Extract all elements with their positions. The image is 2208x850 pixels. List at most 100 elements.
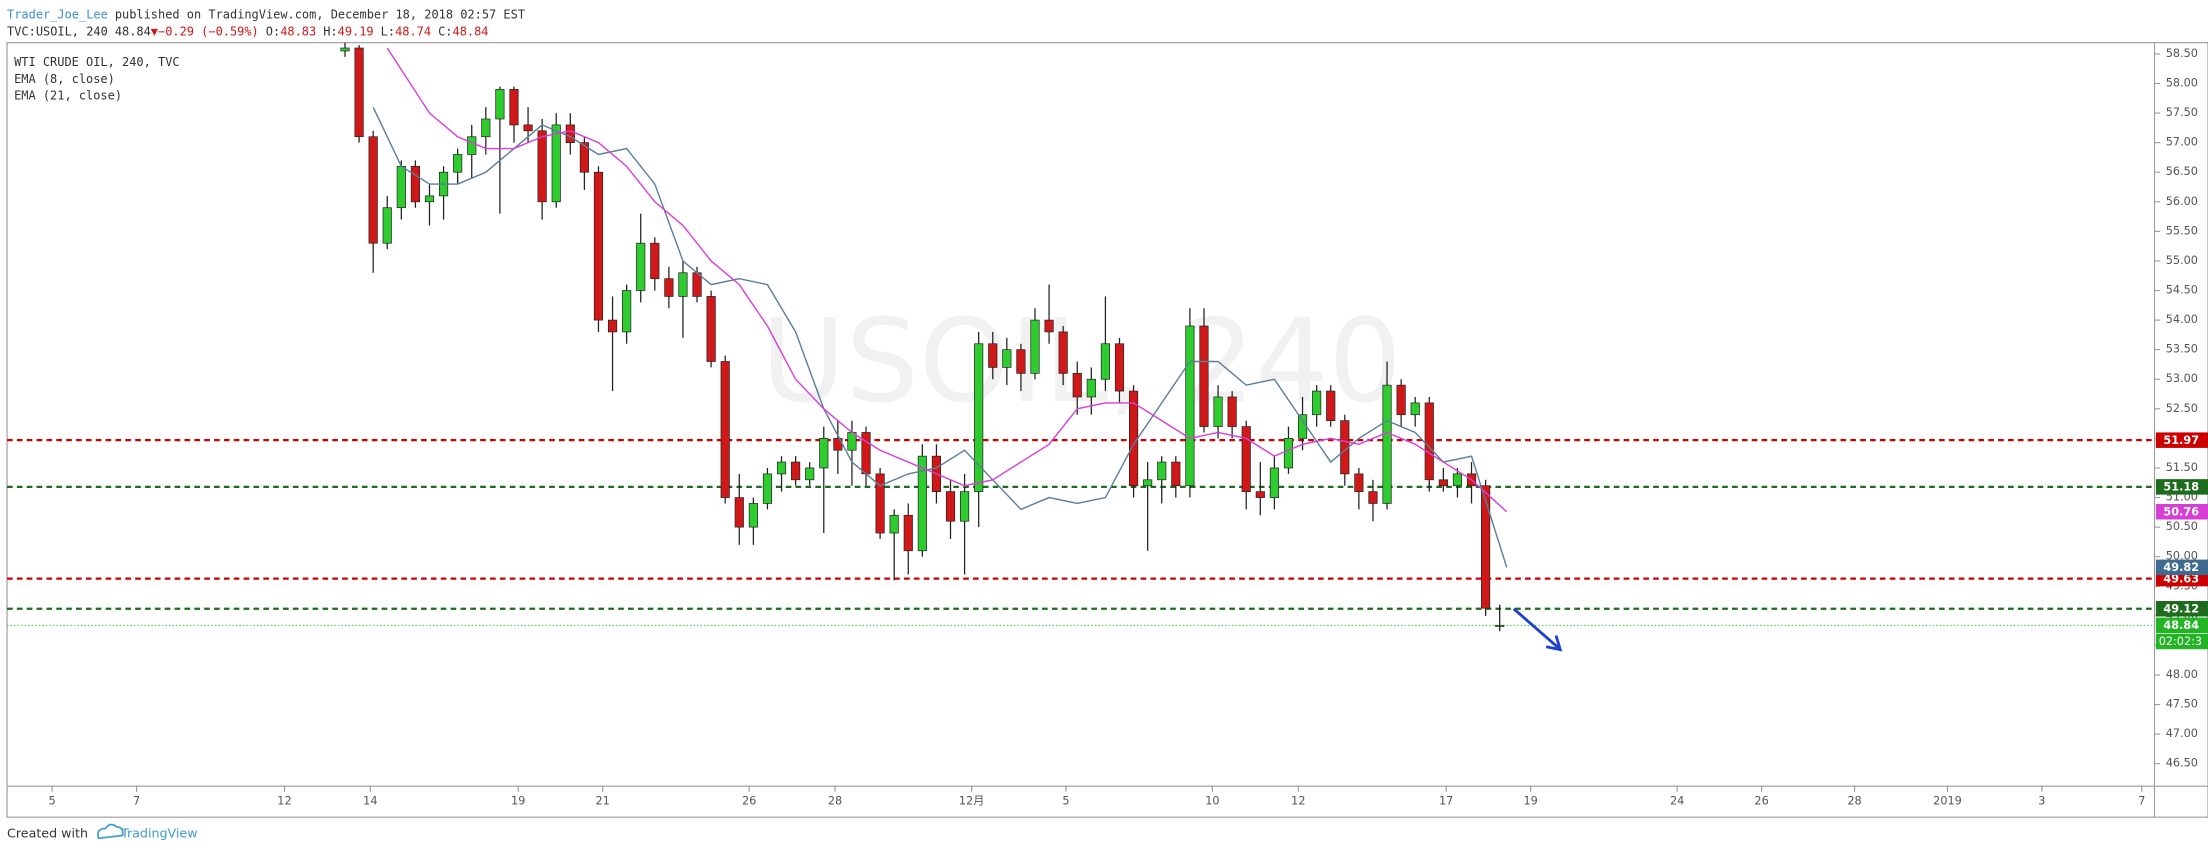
candle-body xyxy=(748,503,758,528)
candle-body xyxy=(1410,402,1420,416)
candle-body xyxy=(1086,378,1096,398)
countdown-box xyxy=(2155,633,2208,650)
candle-body xyxy=(354,47,364,138)
x-tick-label: 24 xyxy=(1670,795,1684,808)
candle-body xyxy=(1199,325,1209,427)
ohlc-label: O: xyxy=(266,24,280,38)
ema-line xyxy=(386,47,1508,513)
candle-body xyxy=(650,242,660,280)
candle-body xyxy=(875,473,885,534)
ohlc-value: 48.84 xyxy=(453,24,489,38)
candle-body xyxy=(1326,390,1336,422)
author[interactable]: Trader_Joe_Lee xyxy=(7,7,108,21)
candle-body xyxy=(819,438,829,469)
candle-body xyxy=(1185,325,1195,487)
candle-body xyxy=(1382,384,1392,504)
candle-body xyxy=(1424,402,1434,481)
candle-body xyxy=(579,142,589,173)
change: ▼−0.29 (−0.59%) xyxy=(151,24,259,38)
x-tick-label: 5 xyxy=(49,795,56,808)
y-tick-label: 54.50 xyxy=(2166,284,2198,297)
legend-title: WTI CRUDE OIL, 240, TVC xyxy=(14,55,180,69)
candle-body xyxy=(1438,479,1448,487)
candle-body xyxy=(1002,349,1012,368)
ohlc-label: L: xyxy=(381,24,395,38)
ema-label: 50.76 xyxy=(2163,505,2199,518)
candle-body xyxy=(509,89,519,126)
ohlc-label: C: xyxy=(438,24,452,38)
x-tick-label: 28 xyxy=(1847,795,1861,808)
candle-body xyxy=(1227,396,1237,427)
x-tick-label: 10 xyxy=(1205,795,1219,808)
candle-body xyxy=(1396,384,1406,416)
plot-area xyxy=(7,42,2155,632)
candle-body xyxy=(1171,461,1181,487)
y-tick-label: 48.00 xyxy=(2166,668,2198,681)
last-price-label-box xyxy=(2155,617,2208,634)
candle-body xyxy=(1030,319,1040,374)
candle-body xyxy=(1058,331,1068,374)
candle-body xyxy=(537,130,547,203)
watermark: USOIL, 240 xyxy=(761,295,1402,429)
candle-body xyxy=(791,461,801,481)
candle-body xyxy=(551,124,561,203)
x-tick-label: 28 xyxy=(828,795,842,808)
candle-body xyxy=(1100,343,1110,380)
candle-body xyxy=(495,89,505,120)
candle-body xyxy=(974,343,984,492)
candle-body xyxy=(1312,390,1322,416)
countdown: 02:02:3 xyxy=(2159,635,2202,648)
x-tick-label: 14 xyxy=(363,795,377,808)
ema-label-box xyxy=(2155,503,2208,520)
candle-body xyxy=(692,272,702,297)
x-tick-label: 3 xyxy=(2038,795,2045,808)
candle-body xyxy=(1157,461,1167,481)
candle-body xyxy=(396,165,406,209)
last-price-label: 48.84 xyxy=(2163,619,2199,632)
candle-body xyxy=(1213,396,1223,427)
candle-body xyxy=(467,136,477,155)
x-tick-label: 7 xyxy=(133,795,140,808)
y-tick-label: 47.00 xyxy=(2166,727,2198,740)
candle-body xyxy=(382,207,392,244)
y-tick-label: 51.50 xyxy=(2166,461,2198,474)
y-tick-label: 58.50 xyxy=(2166,47,2198,60)
footer-brand[interactable]: TradingView xyxy=(120,826,197,841)
x-tick-label: 19 xyxy=(1524,795,1538,808)
candle-body xyxy=(762,473,773,504)
y-tick-label: 57.50 xyxy=(2166,106,2198,119)
candle-body xyxy=(636,242,646,291)
candle-body xyxy=(776,461,787,475)
candle-body xyxy=(523,124,533,132)
y-tick-label: 54.00 xyxy=(2166,313,2198,326)
candle-body xyxy=(945,491,956,522)
symbol: TVC:USOIL, 240 xyxy=(7,24,108,38)
level-label-box xyxy=(2155,601,2208,617)
candle-body xyxy=(1354,473,1364,492)
ema-label-box xyxy=(2155,559,2208,576)
candle-body xyxy=(453,154,463,173)
candle-body xyxy=(424,195,435,203)
y-tick-label: 53.00 xyxy=(2166,372,2198,385)
candle-body xyxy=(1283,438,1294,469)
candle-body xyxy=(1452,473,1463,487)
ohlc-label: H: xyxy=(323,24,337,38)
footer-created: Created with xyxy=(7,826,88,841)
x-tick-label: 26 xyxy=(742,795,756,808)
candle-body xyxy=(1044,319,1054,333)
candle-body xyxy=(960,491,970,522)
level-label-box xyxy=(2155,479,2208,495)
y-tick-label: 53.50 xyxy=(2166,343,2198,356)
x-tick-label: 12 xyxy=(277,795,291,808)
y-tick-label: 56.00 xyxy=(2166,195,2198,208)
x-tick-label: 5 xyxy=(1062,795,1069,808)
candle-body xyxy=(593,171,604,321)
candle-body xyxy=(565,124,575,143)
candle-body xyxy=(678,272,688,297)
x-tick-label: 12 xyxy=(1291,795,1305,808)
candle-body xyxy=(917,455,927,552)
level-label: 51.18 xyxy=(2163,481,2199,494)
candle-body xyxy=(607,319,618,333)
